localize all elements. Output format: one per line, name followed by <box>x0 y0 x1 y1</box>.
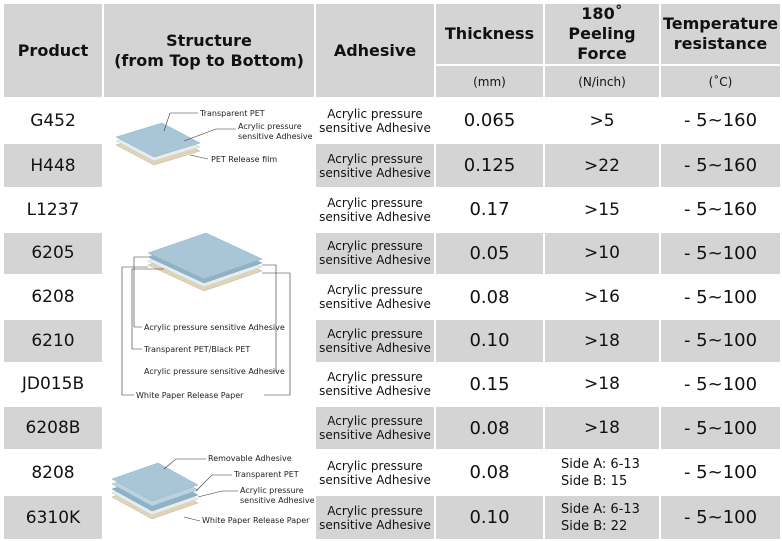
peel-cell: >5 <box>545 99 659 142</box>
header-temp-line2: resistance <box>673 34 768 53</box>
header-peel-line1: 180˚ <box>581 4 623 23</box>
table-row: 6205 Acrylic pressure sensitive Adhesive … <box>4 232 780 275</box>
temp-cell: - 5~100 <box>661 276 780 318</box>
table-row: H448 Acrylic pressure sensitive Adhesive … <box>4 144 780 187</box>
thickness-cell: 0.065 <box>436 99 543 142</box>
adhesive-cell: Acrylic pressure sensitive Adhesive <box>316 407 434 449</box>
header-structure-line1: Structure <box>166 30 252 50</box>
peel-cell: >18 <box>545 407 659 449</box>
product-cell: G452 <box>4 99 102 142</box>
adhesive-cell: Acrylic pressure sensitive Adhesive <box>316 99 434 142</box>
temp-cell: - 5~160 <box>661 144 780 187</box>
header-peel: 180˚ Peeling Force <box>545 4 659 64</box>
structure-c-label: Acrylic pressure <box>240 486 304 495</box>
thickness-cell: 0.10 <box>436 496 543 539</box>
structure-a-label: Transparent PET <box>199 109 265 118</box>
peel-cell: >22 <box>545 144 659 187</box>
table-row: 8208 Removable Adhesive Transparent PET … <box>4 451 780 539</box>
thickness-cell: 0.08 <box>436 451 543 494</box>
adhesive-cell: Acrylic pressure sensitive Adhesive <box>316 144 434 187</box>
adhesive-cell: Acrylic pressure sensitive Adhesive <box>316 319 434 362</box>
product-cell: H448 <box>4 144 102 187</box>
thickness-cell: 0.125 <box>436 144 543 187</box>
product-cell: JD015B <box>4 363 102 406</box>
adhesive-cell: Acrylic pressure sensitive Adhesive <box>316 451 434 494</box>
product-cell: 6208B <box>4 407 102 449</box>
peel-cell: >18 <box>545 319 659 362</box>
peel-cell: Side A: 6-13 Side B: 22 <box>545 496 659 539</box>
structure-a-label: PET Release film <box>211 155 277 164</box>
structure-a-label: Acrylic pressure <box>238 122 302 131</box>
structure-b-label: Acrylic pressure sensitive Adhesive <box>144 367 285 376</box>
layer-diagram-a: Transparent PET Acrylic pressure sensiti… <box>115 109 313 166</box>
thickness-cell: 0.10 <box>436 319 543 362</box>
product-cell: 6310K <box>4 496 102 539</box>
thickness-cell: 0.08 <box>436 276 543 318</box>
header-temp: Temperature resistance <box>661 4 780 64</box>
table-row: 6208 Acrylic pressure sensitive Adhesive … <box>4 276 780 318</box>
structure-c-label: Transparent PET <box>233 470 299 479</box>
adhesive-cell: Acrylic pressure sensitive Adhesive <box>316 496 434 539</box>
peel-cell: Side A: 6-13 Side B: 15 <box>545 451 659 494</box>
product-cell: 6205 <box>4 232 102 275</box>
adhesive-cell: Acrylic pressure sensitive Adhesive <box>316 276 434 318</box>
temp-cell: - 5~100 <box>661 496 780 539</box>
table-row: JD015B Acrylic pressure sensitive Adhesiv… <box>4 363 780 406</box>
header-product: Product <box>4 4 102 97</box>
peel-cell: >18 <box>545 363 659 406</box>
header-peel-line2: Peeling Force <box>568 24 636 63</box>
header-thickness: Thickness <box>436 4 543 64</box>
header-temp-unit: (˚C) <box>661 66 780 97</box>
header-peel-unit: (N/inch) <box>545 66 659 97</box>
product-cell: 6210 <box>4 319 102 362</box>
temp-cell: - 5~100 <box>661 232 780 275</box>
structure-a-label: sensitive Adhesive <box>238 132 313 141</box>
structure-diagram-b: Acrylic pressure sensitive Adhesive Tran… <box>104 189 314 449</box>
product-cell: 6208 <box>4 276 102 318</box>
peel-cell: >16 <box>545 276 659 318</box>
product-cell: L1237 <box>4 189 102 231</box>
peel-cell: >15 <box>545 189 659 231</box>
product-cell: 8208 <box>4 451 102 494</box>
temp-cell: - 5~100 <box>661 319 780 362</box>
peel-cell: >10 <box>545 232 659 275</box>
layer-diagram-b: Acrylic pressure sensitive Adhesive Tran… <box>121 232 291 400</box>
structure-diagram-a: Transparent PET Acrylic pressure sensiti… <box>104 99 314 187</box>
temp-cell: - 5~100 <box>661 451 780 494</box>
structure-c-label: Removable Adhesive <box>208 454 292 463</box>
thickness-cell: 0.17 <box>436 189 543 231</box>
structure-c-label: sensitive Adhesive <box>240 496 314 505</box>
layer-diagram-c: Removable Adhesive Transparent PET Acryl… <box>111 454 314 525</box>
structure-c-label: White Paper Release Paper <box>202 516 310 525</box>
thickness-cell: 0.05 <box>436 232 543 275</box>
structure-b-label: Acrylic pressure sensitive Adhesive <box>144 323 285 332</box>
temp-cell: - 5~160 <box>661 189 780 231</box>
temp-cell: - 5~100 <box>661 407 780 449</box>
table-row: L1237 Acrylic pressure sensitive Adhesiv… <box>4 189 780 449</box>
header-temp-line1: Temperature <box>662 14 779 33</box>
thickness-cell: 0.08 <box>436 407 543 449</box>
structure-b-label: White Paper Release Paper <box>136 391 244 400</box>
thickness-cell: 0.15 <box>436 363 543 406</box>
adhesive-cell: Acrylic pressure sensitive Adhesive <box>316 232 434 275</box>
header-structure: Structure (from Top to Bottom) <box>104 4 314 97</box>
table-row: 6210 Acrylic pressure sensitive Adhesive … <box>4 319 780 362</box>
table-row: G452 Transparent PET Acrylic pressure se… <box>4 99 780 187</box>
header-structure-line2: (from Top to Bottom) <box>114 50 304 70</box>
header-adhesive: Adhesive <box>316 4 434 97</box>
temp-cell: - 5~100 <box>661 363 780 406</box>
header-thickness-unit: (mm) <box>436 66 543 97</box>
structure-b-label: Transparent PET/Black PET <box>143 345 250 354</box>
temp-cell: - 5~160 <box>661 99 780 142</box>
table-row: 6208B Acrylic pressure sensitive Adhesive… <box>4 407 780 449</box>
structure-diagram-c: Removable Adhesive Transparent PET Acryl… <box>104 451 314 539</box>
adhesive-cell: Acrylic pressure sensitive Adhesive <box>316 189 434 231</box>
adhesive-cell: Acrylic pressure sensitive Adhesive <box>316 363 434 406</box>
